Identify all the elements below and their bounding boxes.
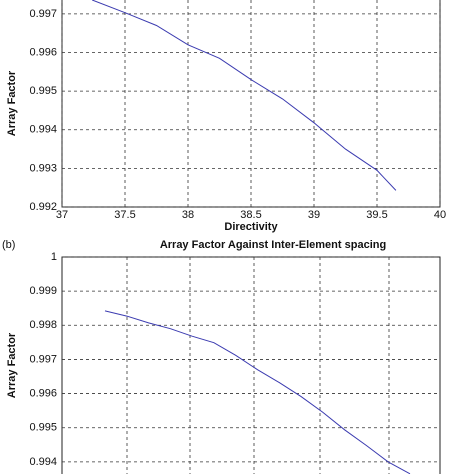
y-tick-label: 0.999 xyxy=(29,285,57,297)
y-tick-label: 0.993 xyxy=(29,162,57,174)
y-tick-label: 0.994 xyxy=(29,456,57,468)
chart-title: Array Factor Against Inter-Element spaci… xyxy=(160,239,386,251)
data-line xyxy=(104,310,411,474)
y-tick-label: 0.997 xyxy=(29,353,57,365)
x-tick-label: 40 xyxy=(434,209,446,221)
x-tick-label: 38.5 xyxy=(240,209,261,221)
y-axis-label: Array Factor xyxy=(6,70,18,136)
data-line xyxy=(92,0,397,191)
y-tick-label: 1 xyxy=(51,251,57,263)
x-tick-label: 37 xyxy=(56,209,68,221)
y-axis-label: Array Factor xyxy=(6,332,18,398)
y-tick-label: 0.994 xyxy=(29,124,57,136)
y-tick-label: 0.992 xyxy=(29,201,57,213)
x-tick-label: 39 xyxy=(308,209,320,221)
y-tick-label: 0.995 xyxy=(29,85,57,97)
y-tick-label: 0.996 xyxy=(29,387,57,399)
x-tick-label: 39.5 xyxy=(366,209,387,221)
panel-tag: (b) xyxy=(2,239,15,251)
y-tick-label: 0.995 xyxy=(29,422,57,434)
y-tick-label: 0.997 xyxy=(29,8,57,20)
x-tick-label: 37.5 xyxy=(114,209,135,221)
y-tick-label: 0.996 xyxy=(29,46,57,58)
x-axis-label: Directivity xyxy=(224,221,278,233)
y-tick-label: 0.998 xyxy=(29,319,57,331)
x-tick-label: 38 xyxy=(182,209,194,221)
